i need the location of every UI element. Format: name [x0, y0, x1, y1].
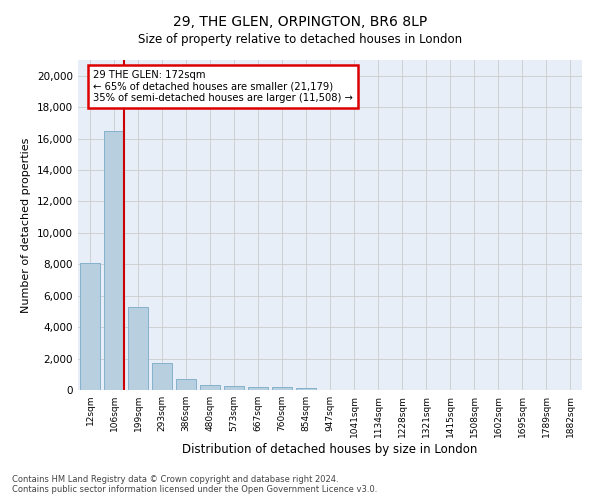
Bar: [80, 262, 100, 390]
Bar: [296, 388, 316, 390]
Text: Contains HM Land Registry data © Crown copyright and database right 2024.
Contai: Contains HM Land Registry data © Crown c…: [12, 474, 377, 494]
Text: Size of property relative to detached houses in London: Size of property relative to detached ho…: [138, 32, 462, 46]
Bar: [152, 362, 172, 390]
Bar: [200, 384, 220, 390]
Bar: [176, 379, 196, 390]
Text: 29 THE GLEN: 172sqm
← 65% of detached houses are smaller (21,179)
35% of semi-de: 29 THE GLEN: 172sqm ← 65% of detached ho…: [93, 70, 353, 103]
Bar: [248, 387, 268, 390]
Bar: [128, 306, 148, 390]
Bar: [224, 386, 244, 390]
Bar: [104, 130, 124, 390]
Bar: [272, 387, 292, 390]
Text: 29, THE GLEN, ORPINGTON, BR6 8LP: 29, THE GLEN, ORPINGTON, BR6 8LP: [173, 15, 427, 29]
Y-axis label: Number of detached properties: Number of detached properties: [22, 138, 31, 312]
X-axis label: Distribution of detached houses by size in London: Distribution of detached houses by size …: [182, 442, 478, 456]
